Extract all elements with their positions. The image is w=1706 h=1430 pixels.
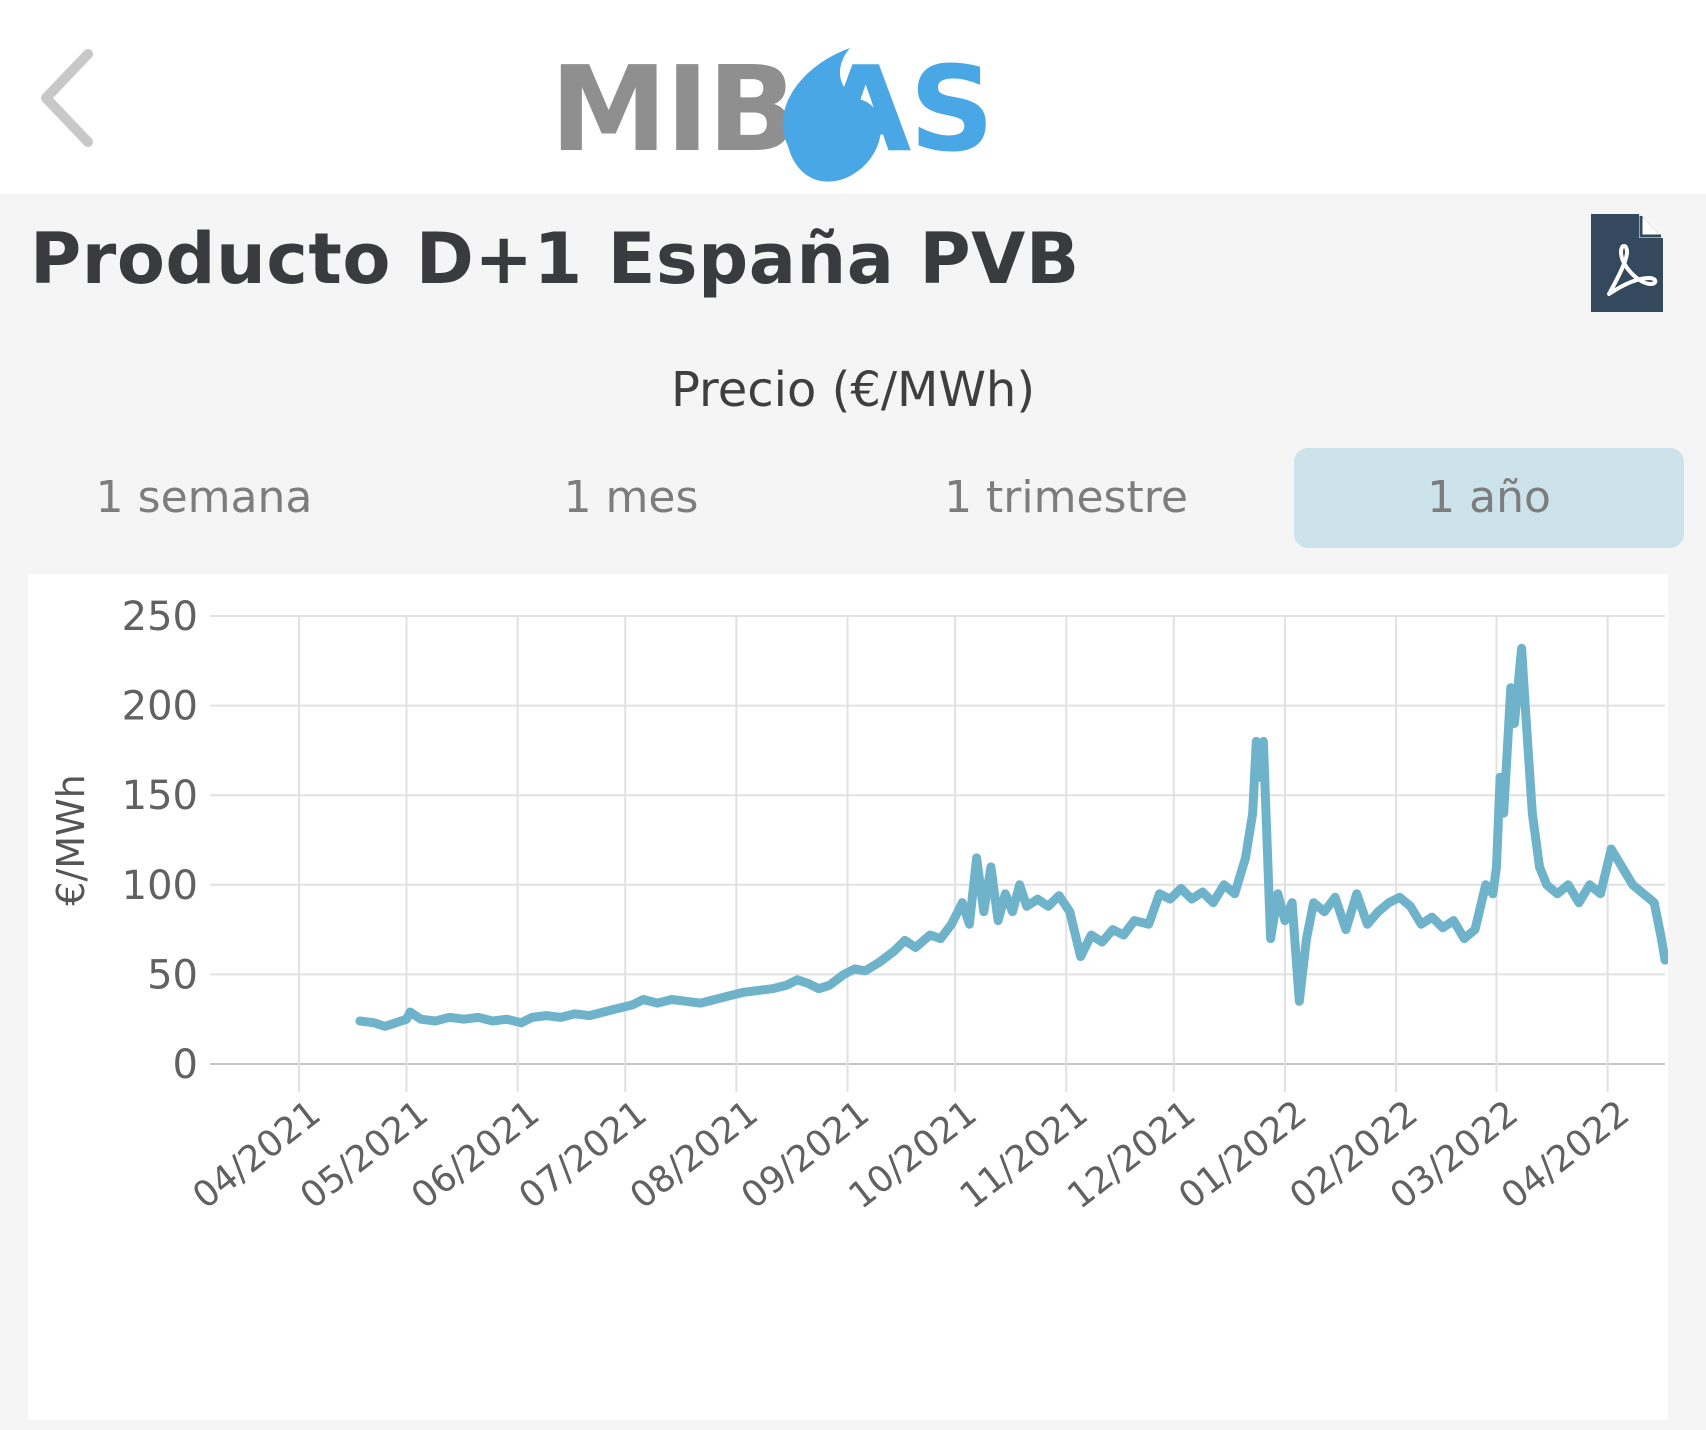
pdf-file-icon — [1591, 214, 1663, 312]
back-button[interactable] — [30, 40, 120, 160]
x-tick-label: 04/2022 — [1494, 1093, 1637, 1217]
tab-1-semana[interactable]: 1 semana — [95, 472, 313, 523]
tab-1-ano[interactable]: 1 año — [1294, 448, 1684, 548]
chevron-left-icon — [41, 49, 93, 147]
y-tick-label: 250 — [122, 594, 198, 640]
logo-text-left: MIB — [550, 40, 795, 178]
page-title: Producto D+1 España PVB — [30, 218, 1080, 300]
y-tick-label: 0 — [173, 1042, 198, 1088]
y-axis-label: €/MWh — [49, 774, 93, 905]
download-pdf-button[interactable] — [1587, 212, 1667, 316]
period-tabs: 1 semana 1 mes 1 trimestre 1 año — [0, 448, 1706, 550]
y-tick-label: 50 — [147, 952, 198, 998]
price-line — [355, 643, 1668, 1031]
y-tick-label: 200 — [122, 684, 198, 730]
chart-panel: 0 50 100 150 200 250 04/2021 05/2021 06/2021 07/… — [28, 574, 1668, 1420]
tab-1-trimestre[interactable]: 1 trimestre — [944, 472, 1188, 523]
x-axis-ticks: 04/202105/202106/202107/202108/202109/20… — [185, 1093, 1637, 1217]
app-header: MIB AS — [0, 0, 1706, 194]
y-tick-label: 150 — [122, 773, 198, 819]
mibgas-logo: MIB AS — [550, 28, 1110, 198]
gas-drop-icon — [782, 48, 881, 182]
chart-grid — [210, 615, 1665, 1092]
price-chart: 0 50 100 150 200 250 04/202105/202106/202107/… — [49, 594, 1668, 1217]
chart-title: Precio (€/MWh) — [670, 362, 1036, 418]
tab-1-mes[interactable]: 1 mes — [563, 472, 699, 523]
y-axis-ticks: 0 50 100 150 200 250 — [122, 594, 198, 1088]
logo-text-right: AS — [820, 40, 992, 178]
y-tick-label: 100 — [122, 863, 198, 909]
